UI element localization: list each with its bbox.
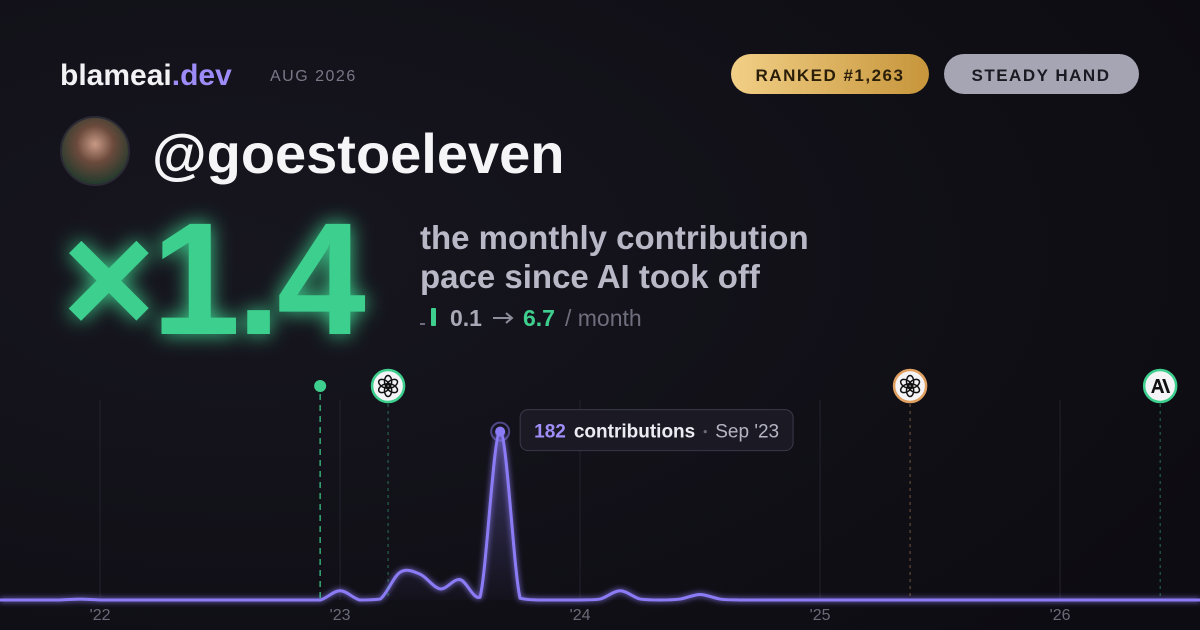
- description-line: pace since AI took off: [420, 258, 761, 295]
- pace-icon: [431, 308, 436, 326]
- pace-before: 0.1: [450, 305, 482, 331]
- x-tick-label: '24: [570, 607, 591, 624]
- x-tick-label: '23: [330, 607, 351, 624]
- event-icon-bg: [370, 368, 406, 404]
- openai-petal: [899, 378, 913, 389]
- brand: blameai.dev: [60, 59, 232, 92]
- handle: @goestoeleven: [152, 122, 565, 185]
- x-tick-label: '26: [1050, 607, 1071, 624]
- event-dot: [314, 380, 327, 392]
- event-icon: [370, 368, 406, 404]
- tooltip-value: 182: [534, 422, 566, 443]
- openai-petal: [377, 378, 391, 389]
- multiplier: ×1.4: [62, 189, 366, 368]
- period: AUG 2026: [270, 68, 357, 85]
- brand-tld: .dev: [172, 59, 232, 92]
- x-tick-label: '22: [90, 607, 111, 624]
- tooltip-date: Sep '23: [715, 422, 779, 443]
- brand-name: blameai: [60, 59, 172, 92]
- event-icon: [1142, 368, 1178, 404]
- description-line: the monthly contribution: [420, 219, 809, 256]
- pace-unit: / month: [565, 305, 642, 331]
- tooltip-box: [519, 409, 794, 452]
- rank-badge: [731, 54, 929, 94]
- style-text: STEADY HAND: [972, 66, 1111, 85]
- pace-icon: [420, 323, 425, 325]
- rank-text: RANKED #1,263: [756, 66, 905, 85]
- event-icon: [892, 368, 928, 404]
- anthropic-logo: [1151, 379, 1171, 393]
- x-tick-label: '25: [810, 607, 831, 624]
- tooltip-separator: [703, 430, 707, 434]
- peak-point: [495, 426, 506, 437]
- style-badge: [944, 54, 1139, 94]
- pace-arrow: [492, 312, 514, 324]
- peak-halo: [490, 421, 511, 442]
- tooltip-label: contributions: [574, 422, 695, 443]
- avatar: [60, 116, 130, 186]
- chart: '22 '23 '24 '25 '26 182 contributions Sep '23: [0, 368, 1200, 624]
- event-icon-bg: [892, 368, 928, 404]
- tooltip: 182 contributions Sep '23: [519, 409, 794, 452]
- line: [0, 430, 1200, 602]
- pace-after: 6.7: [523, 305, 555, 331]
